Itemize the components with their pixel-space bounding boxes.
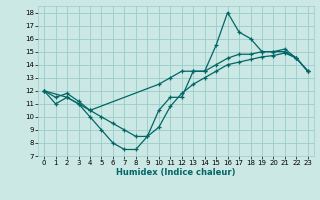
- X-axis label: Humidex (Indice chaleur): Humidex (Indice chaleur): [116, 168, 236, 177]
